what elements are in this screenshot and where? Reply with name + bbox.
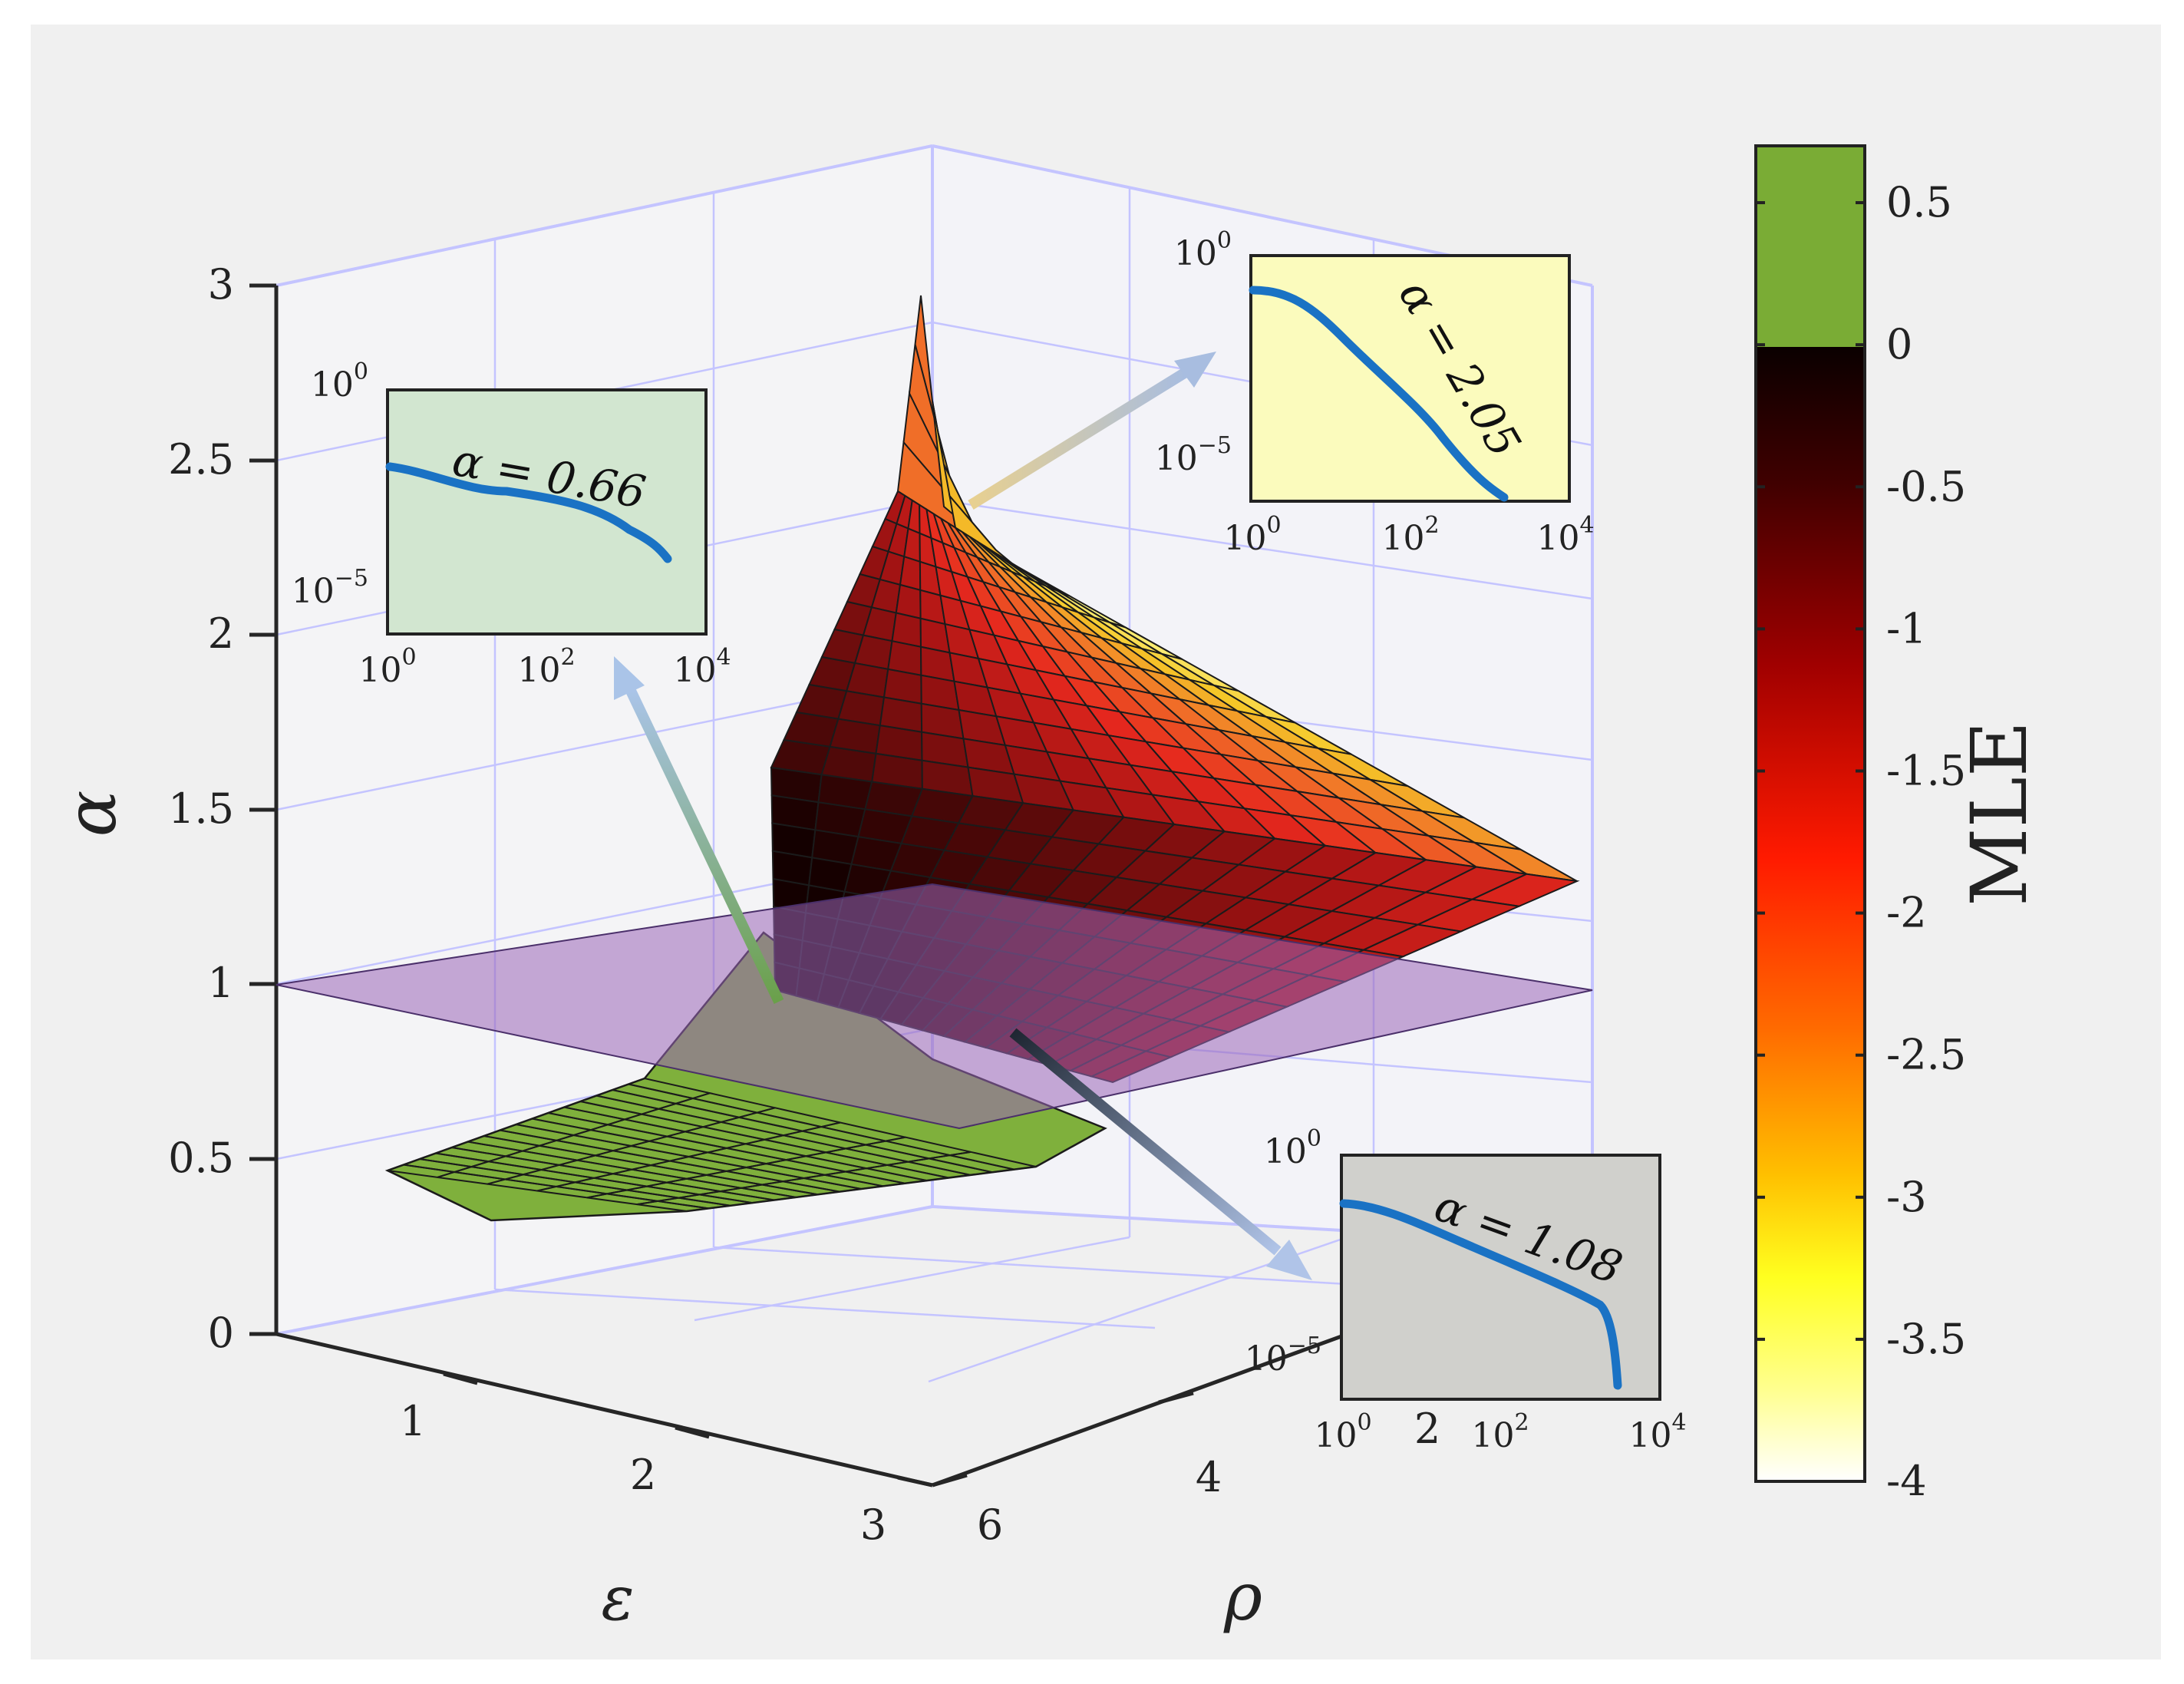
arrow-head-gray	[1266, 1240, 1312, 1280]
inset-green: α = 0.66 100 10−5 100 102 104	[292, 358, 731, 690]
svg-text:102: 102	[1381, 512, 1439, 558]
inset-green-curve	[385, 462, 672, 563]
colorbar-tick-label: -3	[1886, 1173, 1927, 1221]
z-tick-1: 0.5	[168, 1134, 234, 1182]
z-tick-6: 3	[208, 260, 234, 309]
x-tick-2: 2	[630, 1451, 656, 1499]
svg-text:100: 100	[1223, 512, 1281, 558]
colorbar-frame	[1754, 144, 1866, 1483]
x-tick-1: 1	[400, 1397, 426, 1445]
inset-gray-frame	[1340, 1154, 1661, 1401]
inset-yellow-xtick-2: 10	[1536, 519, 1579, 558]
colorbar-positive-band	[1756, 146, 1865, 347]
inset-gray-xtick-0: 10	[1314, 1416, 1357, 1455]
colorbar-tick-label: -1	[1886, 604, 1927, 652]
svg-text:102: 102	[1471, 1409, 1529, 1455]
inset-gray-xtick-1: 10	[1471, 1416, 1514, 1455]
svg-text:104: 104	[673, 644, 731, 690]
x-axis-label: ε	[602, 1563, 635, 1634]
z-tick-2: 1	[208, 959, 234, 1007]
inset-gray-xtick-2: 10	[1628, 1416, 1671, 1455]
svg-text:10−5: 10−5	[292, 565, 368, 611]
inset-green-frame	[386, 388, 708, 636]
x-axis-line	[275, 1332, 933, 1488]
y-axis-label: ρ	[1223, 1560, 1262, 1636]
colorbar-tick-label: 0.5	[1886, 178, 1952, 226]
svg-text:100: 100	[1314, 1409, 1371, 1455]
colorbar-tick-label: -1.5	[1886, 746, 1966, 794]
z-axis: 0 0.5 1 1.5 2 2.5 3 α	[51, 260, 279, 1357]
inset-yellow-xtick-2-exp: 4	[1579, 512, 1594, 539]
z-tick-3: 1.5	[168, 784, 234, 833]
z-tick-5: 2.5	[168, 435, 234, 484]
svg-text:104: 104	[1536, 512, 1594, 558]
reference-plane-alpha-1	[275, 883, 1593, 1130]
svg-text:100: 100	[358, 644, 416, 690]
surface-cell	[949, 1151, 1037, 1171]
inset-green-xtick-0-exp: 0	[401, 644, 416, 671]
inset-green-ytick-0-exp: 0	[354, 358, 368, 385]
z-axis-label: α	[51, 791, 132, 837]
colorbar-tick-label: -2.5	[1886, 1031, 1966, 1079]
inset-yellow-xtick-0-exp: 0	[1266, 512, 1281, 539]
colorbar-tick-label: -3.5	[1886, 1315, 1966, 1363]
inset-yellow-frame	[1249, 254, 1571, 503]
svg-text:102: 102	[517, 644, 575, 690]
colorbar-gradient	[1756, 347, 1865, 1481]
y-tick-2: 2	[1414, 1405, 1440, 1453]
inset-yellow-ytick-0-exp: 0	[1217, 227, 1232, 254]
inset-green-xtick-2-exp: 4	[716, 644, 731, 671]
x-tick-3: 3	[860, 1501, 886, 1549]
svg-text:100: 100	[311, 358, 368, 404]
colorbar-label: MLE	[1955, 721, 2044, 906]
arrow-to-green-inset	[625, 688, 784, 1005]
arrow-to-yellow-inset	[968, 368, 1189, 510]
z-tick-4: 2	[208, 609, 234, 658]
inset-green-ytick-1: 10	[292, 572, 335, 611]
inset-yellow-xtick-1: 10	[1381, 519, 1424, 558]
svg-text:10−5: 10−5	[1155, 432, 1232, 478]
inset-gray-ytick-0: 10	[1264, 1132, 1307, 1171]
inset-gray: α = 1.08 100 10−5 100 102 104	[1245, 1125, 1687, 1455]
arrow-to-gray-inset	[1009, 1028, 1282, 1256]
inset-green-ytick-1-exp: −5	[335, 565, 368, 592]
svg-text:104: 104	[1628, 1409, 1686, 1455]
x-axis: 1 2 3 ε	[275, 1332, 933, 1634]
inset-green-xtick-1: 10	[517, 651, 560, 690]
inset-green-xtick-2: 10	[673, 651, 716, 690]
svg-text:100: 100	[1264, 1125, 1321, 1171]
z-tick-0: 0	[208, 1309, 234, 1357]
inset-gray-ytick-1: 10	[1245, 1339, 1288, 1379]
inset-yellow-curve	[1249, 286, 1509, 502]
inset-yellow-ytick-1-exp: −5	[1198, 432, 1232, 459]
colorbar: 0.5 0 -0.5 -1 -1.5 -2 -2.5 -3 -3.5 -4 MLE	[1754, 144, 2044, 1505]
svg-text:100: 100	[1174, 227, 1232, 273]
colorbar-tick-label: -0.5	[1886, 462, 1966, 510]
arrow-head-green	[614, 656, 645, 700]
inset-gray-xtick-0-exp: 0	[1357, 1409, 1371, 1436]
y-tick-6: 6	[977, 1501, 1003, 1549]
colorbar-tick-label: 0	[1886, 320, 1912, 368]
inset-yellow-ytick-1: 10	[1155, 439, 1198, 478]
inset-green-xtick-0: 10	[358, 651, 401, 690]
inset-gray-xtick-2-exp: 4	[1671, 1409, 1686, 1436]
arrow-head-yellow	[1174, 352, 1216, 388]
colorbar-tick-label: -4	[1886, 1457, 1927, 1505]
svg-text:10−5: 10−5	[1245, 1332, 1321, 1379]
inset-yellow-xtick-1-exp: 2	[1424, 512, 1439, 539]
inset-yellow-ytick-0: 10	[1174, 234, 1217, 273]
y-tick-4: 4	[1196, 1453, 1222, 1501]
inset-yellow-xtick-0: 10	[1223, 519, 1266, 558]
inset-gray-ytick-0-exp: 0	[1307, 1125, 1321, 1152]
inset-gray-xtick-1-exp: 2	[1514, 1409, 1529, 1436]
inset-green-xtick-1-exp: 2	[560, 644, 575, 671]
arrows	[614, 352, 1312, 1280]
inset-gray-ytick-1-exp: −5	[1288, 1332, 1321, 1359]
inset-green-ytick-0: 10	[311, 365, 354, 404]
inset-yellow: α = 2.05 100 10−5 100 102 104	[1155, 227, 1595, 558]
inset-gray-curve	[1339, 1199, 1622, 1390]
colorbar-tick-label: -2	[1886, 889, 1927, 937]
